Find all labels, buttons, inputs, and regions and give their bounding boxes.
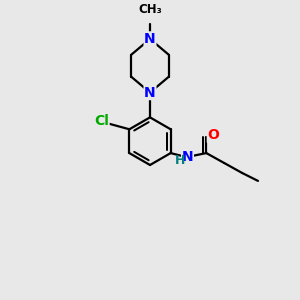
Text: O: O xyxy=(207,128,219,142)
Text: Cl: Cl xyxy=(94,114,109,128)
Text: N: N xyxy=(144,85,156,100)
Text: H: H xyxy=(174,154,185,166)
Text: N: N xyxy=(144,32,156,46)
Text: CH₃: CH₃ xyxy=(138,3,162,16)
Text: N: N xyxy=(182,150,193,164)
